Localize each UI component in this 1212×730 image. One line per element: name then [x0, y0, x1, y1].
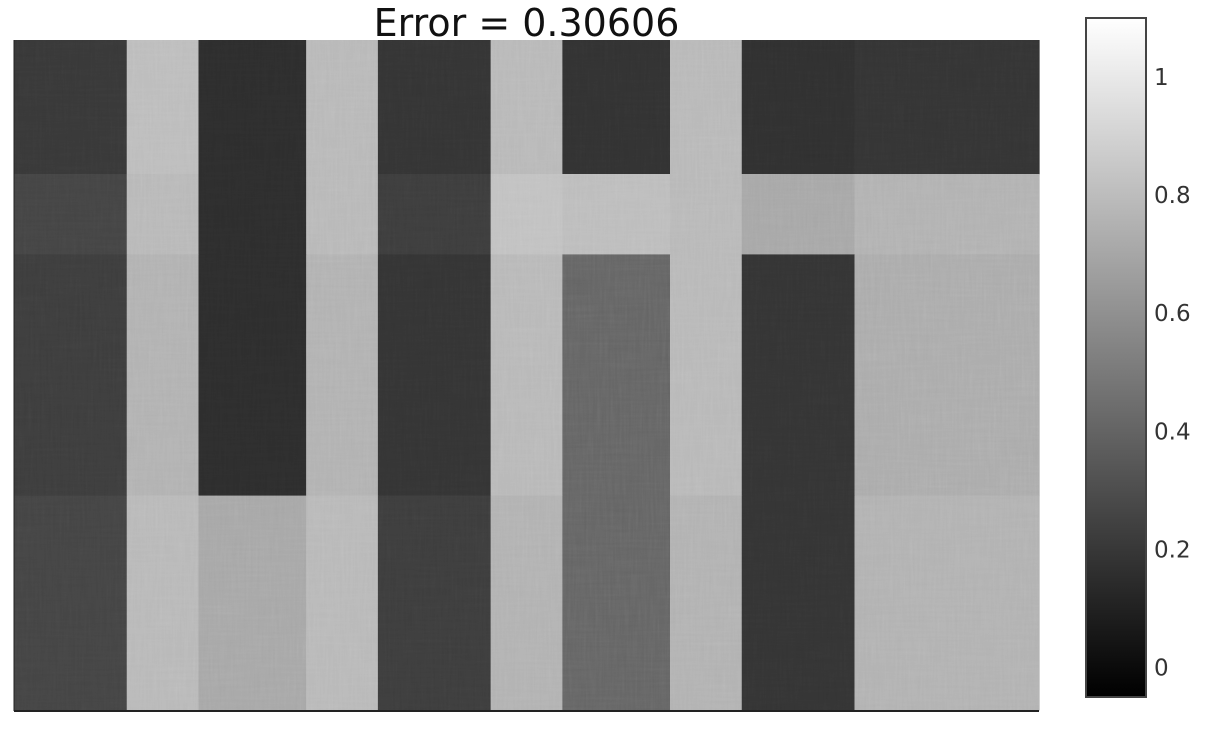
colorbar-tick-label: 0.4 [1154, 419, 1191, 445]
chart-title: Error = 0.30606 [373, 1, 680, 45]
colorbar-tick-label: 1 [1154, 65, 1169, 91]
heatmap-texture-horizontal [14, 40, 1039, 710]
colorbar-ticks: 0 0.2 0.4 0.6 0.8 1 [1154, 65, 1191, 682]
colorbar-tick-label: 0.2 [1154, 537, 1191, 563]
colorbar [1085, 17, 1147, 698]
colorbar-tick-label: 0.6 [1154, 301, 1191, 327]
colorbar-tick-label: 0 [1154, 656, 1169, 682]
colorbar-tick-label: 0.8 [1154, 183, 1191, 209]
